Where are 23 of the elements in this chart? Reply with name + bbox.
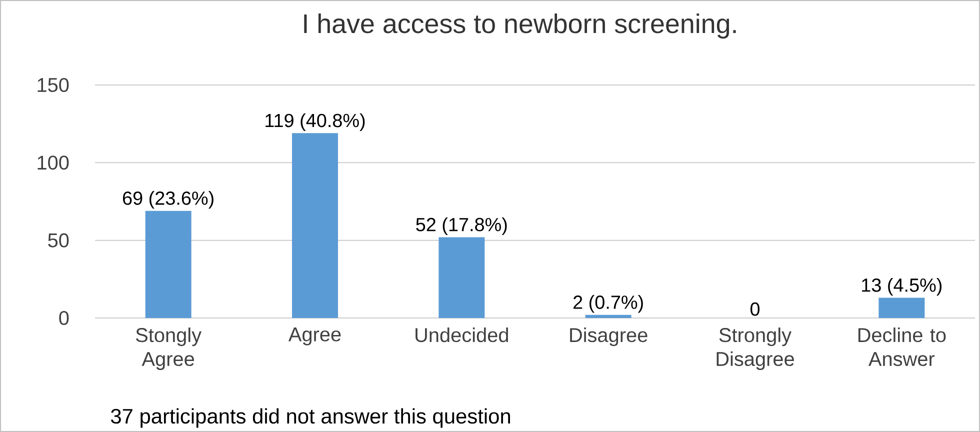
x-tick-label: Agree <box>288 328 341 346</box>
x-tick-label: Decline to Answer <box>858 328 946 366</box>
data-label: 119 (40.8%) <box>266 113 365 131</box>
data-label: 13 (4.5%) <box>862 278 942 296</box>
y-tick-label: 50 <box>48 233 69 248</box>
y-tick-label: 0 <box>59 310 69 326</box>
x-tick-label: Disagree <box>570 328 648 346</box>
y-tick-label: 100 <box>38 156 69 170</box>
data-label: 0 <box>750 302 760 316</box>
chart-title: I have access to newborn screening. <box>304 14 736 39</box>
bar <box>292 133 338 318</box>
data-label: 52 (17.8%) <box>416 217 507 236</box>
x-tick-label: Strongly Disagree <box>716 328 794 370</box>
text: 37 participants did not answer this question <box>111 408 510 428</box>
x-tick-label: Undecided <box>416 328 508 342</box>
data-label: 69 (23.6%) <box>122 190 214 209</box>
bar <box>438 237 485 318</box>
bar <box>878 298 925 318</box>
y-tick-label: 150 <box>38 78 69 92</box>
bar <box>145 210 192 318</box>
x-tick-label: Stongly Agree <box>136 328 202 370</box>
bar <box>585 314 632 318</box>
data-label: 2 (0.7%) <box>574 295 643 313</box>
